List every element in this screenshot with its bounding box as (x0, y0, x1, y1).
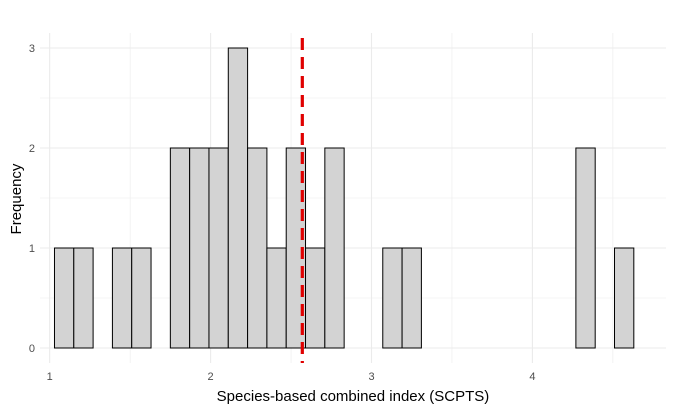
x-tick-label: 1 (47, 371, 53, 383)
y-axis-title: Frequency (8, 163, 25, 234)
histogram-bar (208, 147, 229, 349)
y-axis-ticks: 0 1 2 3 (29, 43, 35, 355)
histogram-bar (305, 247, 326, 349)
histogram-bar (401, 247, 422, 349)
histogram-bar (575, 147, 596, 349)
x-axis-ticks: 1 2 3 4 (47, 371, 536, 383)
histogram-bar (169, 147, 191, 349)
histogram-bar (324, 147, 345, 349)
histogram-bar (73, 247, 94, 349)
histogram-bar (189, 147, 210, 349)
y-tick-label: 2 (29, 143, 35, 155)
y-tick-label: 3 (29, 43, 35, 55)
histogram-bars (53, 47, 635, 349)
histogram-bar (247, 147, 268, 349)
y-tick-label: 1 (29, 243, 35, 255)
histogram-bar (227, 47, 249, 349)
x-axis-title: Species-based combined index (SCPTS) (217, 388, 490, 405)
histogram-bar (53, 247, 75, 349)
histogram-bar (266, 247, 287, 349)
x-tick-label: 3 (368, 371, 374, 383)
y-tick-label: 0 (29, 343, 35, 355)
histogram-bar (614, 247, 635, 349)
histogram-bar (382, 247, 403, 349)
histogram-bar (131, 247, 152, 349)
x-tick-label: 2 (208, 371, 214, 383)
x-tick-label: 4 (529, 371, 535, 383)
histogram-bar (111, 247, 133, 349)
